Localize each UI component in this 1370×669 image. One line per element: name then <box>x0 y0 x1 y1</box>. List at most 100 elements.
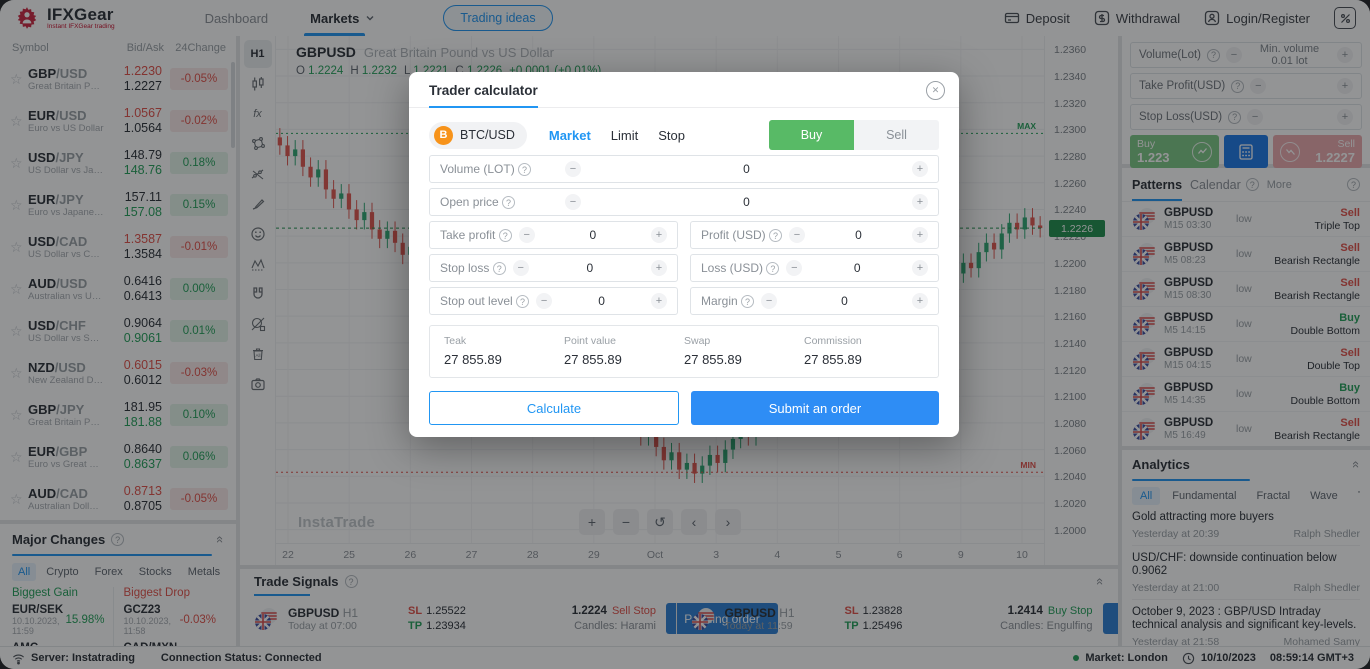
magnet-icon[interactable] <box>244 280 272 308</box>
watchlist-row[interactable]: ☆ NZD/USD New Zealand Dollar vs US Do...… <box>0 352 236 394</box>
submit-order-button[interactable]: Submit an order <box>691 391 939 425</box>
delete-all-icon[interactable]: All <box>244 340 272 368</box>
close-icon[interactable]: ✕ <box>926 81 945 100</box>
analytics-article[interactable]: USD/CHF: downside continuation below 0.9… <box>1132 546 1360 600</box>
order-type-tab[interactable]: Limit <box>610 127 639 143</box>
market-filter-tab[interactable]: Metals <box>187 566 221 578</box>
trading-ideas-button[interactable]: Trading ideas <box>443 5 553 31</box>
plus-stepper[interactable]: + <box>912 194 928 210</box>
pattern-row[interactable]: GBPUSD M5 14:35 low Buy Double Bottom <box>1122 377 1370 412</box>
minus-stepper[interactable]: − <box>1250 78 1267 94</box>
plus-stepper[interactable]: + <box>912 260 928 276</box>
stop-loss-field[interactable]: Stop Loss(USD) ? − + <box>1130 104 1362 130</box>
minus-stepper[interactable]: − <box>1247 109 1264 125</box>
volume-lot-value[interactable]: 0 <box>743 162 750 176</box>
favorite-star-icon[interactable]: ☆ <box>10 154 23 171</box>
pattern-row[interactable]: GBPUSD M5 14:15 low Buy Double Bottom <box>1122 307 1370 342</box>
open-price-value[interactable]: 0 <box>743 195 750 209</box>
minus-stepper[interactable]: − <box>536 293 553 309</box>
minus-stepper[interactable]: − <box>512 260 529 276</box>
volume-lot-field[interactable]: Volume (LOT) ? − 0 + <box>429 155 939 183</box>
plus-stepper[interactable]: + <box>1337 47 1353 63</box>
plus-stepper[interactable]: + <box>651 227 667 243</box>
withdrawal-button[interactable]: Withdrawal <box>1094 10 1180 26</box>
pending-order-button[interactable]: Pending order <box>1102 603 1118 634</box>
favorite-star-icon[interactable]: ☆ <box>10 238 23 255</box>
help-icon[interactable]: ? <box>1228 110 1242 124</box>
pan-left-button[interactable]: ‹ <box>681 509 707 535</box>
emoji-icon[interactable] <box>244 220 272 248</box>
calc-field-right[interactable]: Margin ? − 0 + <box>690 287 939 315</box>
camera-icon[interactable] <box>244 370 272 398</box>
watchlist-row[interactable]: ☆ EUR/GBP Euro vs Great Britain Pound 0.… <box>0 436 236 478</box>
favorite-star-icon[interactable]: ☆ <box>10 448 23 465</box>
market-filter-tab[interactable]: All <box>12 563 37 581</box>
favorite-star-icon[interactable]: ☆ <box>10 70 23 87</box>
hide-drawings-icon[interactable] <box>244 310 272 338</box>
watchlist-row[interactable]: ☆ EUR/JPY Euro vs Japanese Yen 157.11 15… <box>0 184 236 226</box>
volume-field[interactable]: Volume(Lot) ? − Min. volume 0.01 lot + <box>1130 42 1362 68</box>
analytics-tab[interactable]: Fractal <box>1256 490 1291 502</box>
nav-item[interactable]: Markets <box>304 0 366 36</box>
watchlist-row[interactable]: ☆ USD/JPY US Dollar vs Japanese Yen 148.… <box>0 142 236 184</box>
wave-patterns-icon[interactable] <box>244 250 272 278</box>
favorite-star-icon[interactable]: ☆ <box>10 112 23 129</box>
minus-stepper[interactable]: − <box>789 227 806 243</box>
help-icon[interactable]: ? <box>344 575 358 588</box>
plus-stepper[interactable]: + <box>912 293 928 309</box>
drop-row[interactable]: GCZ23 10.10.2023, 11:58 -0.03% <box>123 604 217 636</box>
timeframe-h1-button[interactable]: H1 <box>243 40 272 68</box>
order-type-tab[interactable]: Stop <box>658 127 685 143</box>
favorite-star-icon[interactable]: ☆ <box>10 280 23 297</box>
minus-stepper[interactable]: − <box>786 260 803 276</box>
pattern-row[interactable]: GBPUSD M15 08:30 low Sell Bearish Rectan… <box>1122 272 1370 307</box>
order-type-tab[interactable]: Market <box>548 127 591 143</box>
favorite-star-icon[interactable]: ☆ <box>10 364 23 381</box>
login-register-button[interactable]: Login/Register <box>1204 10 1310 26</box>
plus-stepper[interactable]: + <box>912 227 928 243</box>
market-filter-tab[interactable]: Crypto <box>46 566 79 578</box>
gain-row[interactable]: EUR/SEK 10.10.2023, 11:59 15.98% <box>12 604 105 636</box>
analytics-tab[interactable]: Wave <box>1310 490 1338 502</box>
sell-toggle[interactable]: Sell <box>886 128 907 142</box>
help-icon[interactable]: ? <box>1231 79 1245 93</box>
plus-stepper[interactable]: + <box>912 161 928 177</box>
analytics-tab[interactable]: Fundamental <box>1172 490 1237 502</box>
calc-field-left[interactable]: Stop out level ? − 0 + <box>429 287 678 315</box>
sell-button[interactable]: Sell 1.2227 <box>1273 135 1362 168</box>
analytics-tab[interactable]: All <box>1132 487 1161 505</box>
minus-stepper[interactable]: − <box>761 293 778 309</box>
zoom-in-button[interactable]: + <box>579 509 605 535</box>
shapes-icon[interactable] <box>244 130 272 158</box>
buy-toggle[interactable]: Buy <box>769 120 854 150</box>
plus-stepper[interactable]: + <box>1337 78 1353 94</box>
plus-stepper[interactable]: + <box>651 293 667 309</box>
buy-button[interactable]: Buy 1.223 <box>1130 135 1219 168</box>
calc-field-right[interactable]: Profit (USD) ? − 0 + <box>690 221 939 249</box>
open-price-field[interactable]: Open price ? − 0 + <box>429 188 939 216</box>
scrollbar-thumb[interactable] <box>231 62 235 148</box>
plus-stepper[interactable]: + <box>651 260 667 276</box>
price-axis[interactable]: 1.2360 1.2340 1.2320 1.2300 1.2280 1.2260 1.22… <box>1044 36 1118 565</box>
trend-lines-icon[interactable] <box>244 160 272 188</box>
calc-field-left[interactable]: Stop loss ? − 0 + <box>429 254 678 282</box>
zoom-out-button[interactable]: − <box>613 509 639 535</box>
favorite-star-icon[interactable]: ☆ <box>10 406 23 423</box>
help-icon[interactable]: ? <box>1347 178 1360 191</box>
calculate-button[interactable]: Calculate <box>429 391 679 425</box>
watchlist-row[interactable]: ☆ AUD/CAD Australian Dollar vs Canadi...… <box>0 478 236 520</box>
favorite-star-icon[interactable]: ☆ <box>10 322 23 339</box>
pattern-row[interactable]: GBPUSD M5 08:23 low Sell Bearish Rectang… <box>1122 237 1370 272</box>
market-filter-tab[interactable]: Forex <box>94 566 123 578</box>
reset-view-button[interactable]: ↺ <box>647 509 673 535</box>
instrument-selector[interactable]: B BTC/USD <box>429 121 527 149</box>
calc-field-right[interactable]: Loss (USD) ? − 0 + <box>690 254 939 282</box>
calculator-button[interactable] <box>1224 135 1268 168</box>
calc-field-left[interactable]: Take profit ? − 0 + <box>429 221 678 249</box>
minus-stepper[interactable]: − <box>1226 47 1243 63</box>
pattern-row[interactable]: GBPUSD M15 03:30 low Sell Triple Top <box>1122 202 1370 237</box>
market-filter-tab[interactable]: Stocks <box>138 566 172 578</box>
candles-icon[interactable] <box>244 70 272 98</box>
indicators-fx-icon[interactable]: fx <box>253 108 262 120</box>
watchlist-row[interactable]: ☆ USD/CHF US Dollar vs Swiss Franc 0.906… <box>0 310 236 352</box>
